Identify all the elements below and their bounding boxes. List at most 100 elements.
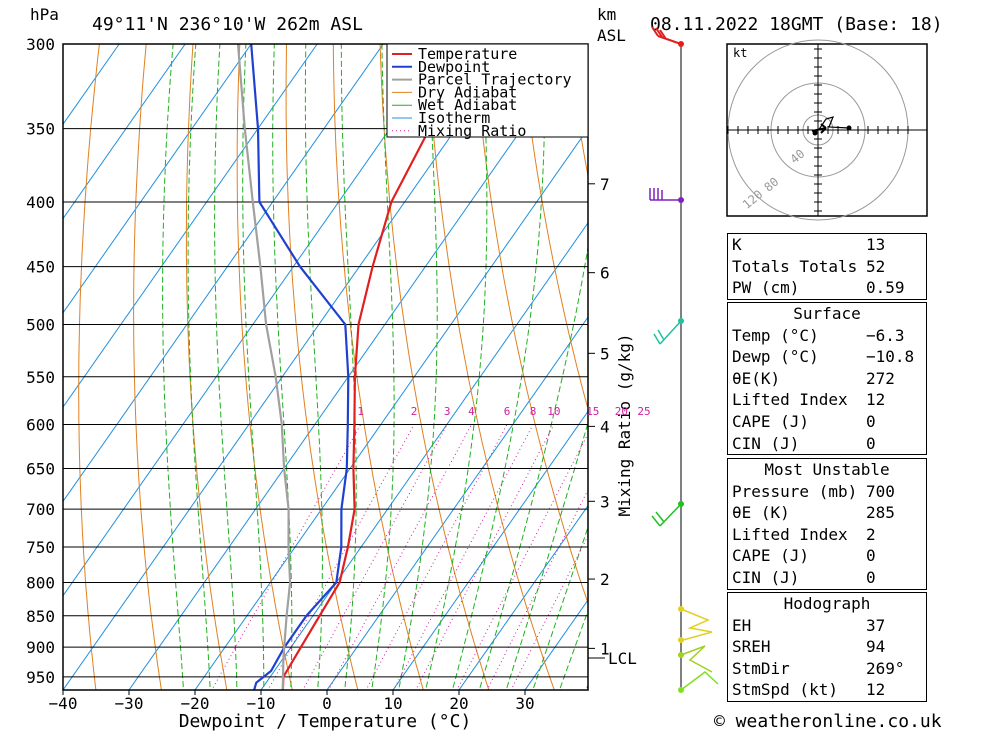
- surface-cin-row: CIN (J) 0: [728, 433, 926, 455]
- wet-adiabat-line: [558, 609, 588, 690]
- pressure-label: 800: [26, 573, 55, 592]
- hodograph: kt 40 80 120: [726, 39, 928, 221]
- isotherm-line: [392, 410, 588, 690]
- mixing-ratio-label: 6: [504, 405, 511, 418]
- profile-lines: [236, 44, 464, 690]
- eh-label: EH: [732, 615, 752, 635]
- asl-unit-label: ASL: [597, 26, 626, 45]
- mixing-ratio-label: 20: [615, 405, 628, 418]
- mu-cape-row: CAPE (J) 0: [728, 545, 926, 567]
- hodo-table-title: Hodograph: [783, 594, 871, 613]
- km-tick-label: 4: [600, 417, 610, 436]
- stmdir-value: 269°: [866, 658, 905, 678]
- isotherm-line: [260, 221, 588, 690]
- km-tick-label: 1: [600, 639, 610, 658]
- km-tick-label: 2: [600, 570, 610, 589]
- surface-dewp-row: Dewp (°C) −10.8: [728, 346, 926, 368]
- wet-adiabat-line: [451, 44, 546, 690]
- isotherm-line: [128, 44, 582, 690]
- hodo-point-end: [846, 125, 852, 131]
- km-tick-label: 7: [600, 175, 610, 194]
- dry-adiabat-line: [520, 44, 588, 411]
- mu-li-label: Lifted Index: [732, 524, 848, 544]
- mu-li-row: Lifted Index 2: [728, 524, 926, 546]
- legend-label: Wet Adiabat: [418, 96, 517, 114]
- eh-value: 37: [866, 615, 886, 635]
- pw-row: PW (cm) 0.59: [728, 277, 926, 299]
- pressure-label: 550: [26, 368, 55, 387]
- dry-adiabat-line: [473, 44, 588, 605]
- datetime-title: 08.11.2022 18GMT (Base: 18): [650, 14, 943, 35]
- pressure-label: 950: [26, 668, 55, 687]
- mu-cin-row: CIN (J) 0: [728, 567, 926, 589]
- pressure-label: 900: [26, 638, 55, 657]
- x-tick-label: 0: [322, 694, 332, 713]
- legend-box: [386, 43, 589, 138]
- k-row: K 13: [728, 234, 926, 256]
- legend-label: Isotherm: [418, 109, 490, 127]
- wet-adiabat-line: [478, 244, 588, 690]
- isotherm-line: [63, 44, 450, 597]
- km-unit-label: km: [597, 5, 616, 24]
- mixing-ratio-labels: 1 2 3 4 6 8 10 15 20 25: [357, 405, 650, 418]
- km-tick-label: 6: [600, 264, 610, 283]
- x-tick-label: −20: [181, 694, 210, 713]
- mixing-ratio-line: [393, 424, 534, 690]
- km-axis: 1 2 3 4 5 6 7 LCL: [588, 175, 637, 668]
- dry-adiabat-line: [133, 44, 162, 690]
- k-value: 13: [866, 235, 886, 254]
- wind-barb-925: [680, 645, 713, 673]
- mu-theta-label: θE (K): [732, 503, 790, 523]
- mixing-ratio-label: 2: [411, 405, 418, 418]
- hodo-point-start: [812, 130, 818, 136]
- surface-temp-value: −6.3: [866, 325, 905, 345]
- surface-dewp-value: −10.8: [866, 347, 915, 367]
- mixing-ratio-lines: [211, 424, 588, 690]
- mu-pres-label: Pressure (mb): [732, 481, 858, 501]
- pressure-label: 850: [26, 607, 55, 626]
- legend-label: Temperature: [418, 45, 517, 63]
- dry-adiabat-line: [426, 44, 555, 690]
- mu-cin-label: CIN (J): [732, 567, 800, 587]
- legend-label: Dewpoint: [418, 58, 490, 76]
- mixing-ratio-axis-label: Mixing Ratio (g/kg): [615, 333, 634, 516]
- surface-li-row: Lifted Index 12: [728, 389, 926, 411]
- mixing-ratio-label: 15: [586, 405, 599, 418]
- dry-adiabat-line: [78, 44, 100, 690]
- tt-row: Totals Totals 52: [728, 256, 926, 278]
- isotherm-line: [63, 44, 186, 220]
- hodograph-unit: kt: [733, 46, 747, 60]
- legend-label: Dry Adiabat: [418, 83, 517, 101]
- stmspd-row: StmSpd (kt) 12: [728, 679, 926, 701]
- isotherm-line: [194, 127, 588, 690]
- pressure-label: 600: [26, 416, 55, 435]
- mixing-ratio-line: [328, 424, 472, 690]
- mixing-ratio-label: 3: [444, 405, 451, 418]
- wind-barb-sfc: [680, 671, 719, 691]
- parcel-trajectory-line: [236, 44, 292, 690]
- isotherm-line: [63, 44, 120, 126]
- mixing-ratio-label: 4: [468, 405, 475, 418]
- mixing-ratio-label: 1: [357, 405, 364, 418]
- pw-value: 0.59: [866, 278, 905, 298]
- surface-table: Surface Temp (°C) −6.3 Dewp (°C) −10.8 θE(…: [727, 302, 927, 456]
- stmdir-row: StmDir 269°: [728, 658, 926, 680]
- eh-row: EH 37: [728, 615, 926, 637]
- surface-dewp-label: Dewp (°C): [732, 347, 819, 367]
- pressure-label: 300: [26, 35, 55, 54]
- mu-li-value: 2: [866, 524, 876, 544]
- isotherm-line: [63, 44, 318, 409]
- surface-cape-label: CAPE (J): [732, 411, 810, 431]
- legend-label: Parcel Trajectory: [418, 71, 572, 89]
- mu-cape-label: CAPE (J): [732, 546, 810, 566]
- tt-value: 52: [866, 256, 886, 276]
- surface-temp-row: Temp (°C) −6.3: [728, 325, 926, 347]
- wind-barb-850: [680, 608, 713, 641]
- wet-adiabat-line: [425, 44, 488, 690]
- stmdir-label: StmDir: [732, 658, 790, 678]
- surface-title: Surface: [793, 304, 861, 323]
- footer-credit: © weatheronline.co.uk: [714, 711, 942, 732]
- surface-theta-value: 272: [866, 368, 895, 388]
- x-tick-label: −10: [247, 694, 276, 713]
